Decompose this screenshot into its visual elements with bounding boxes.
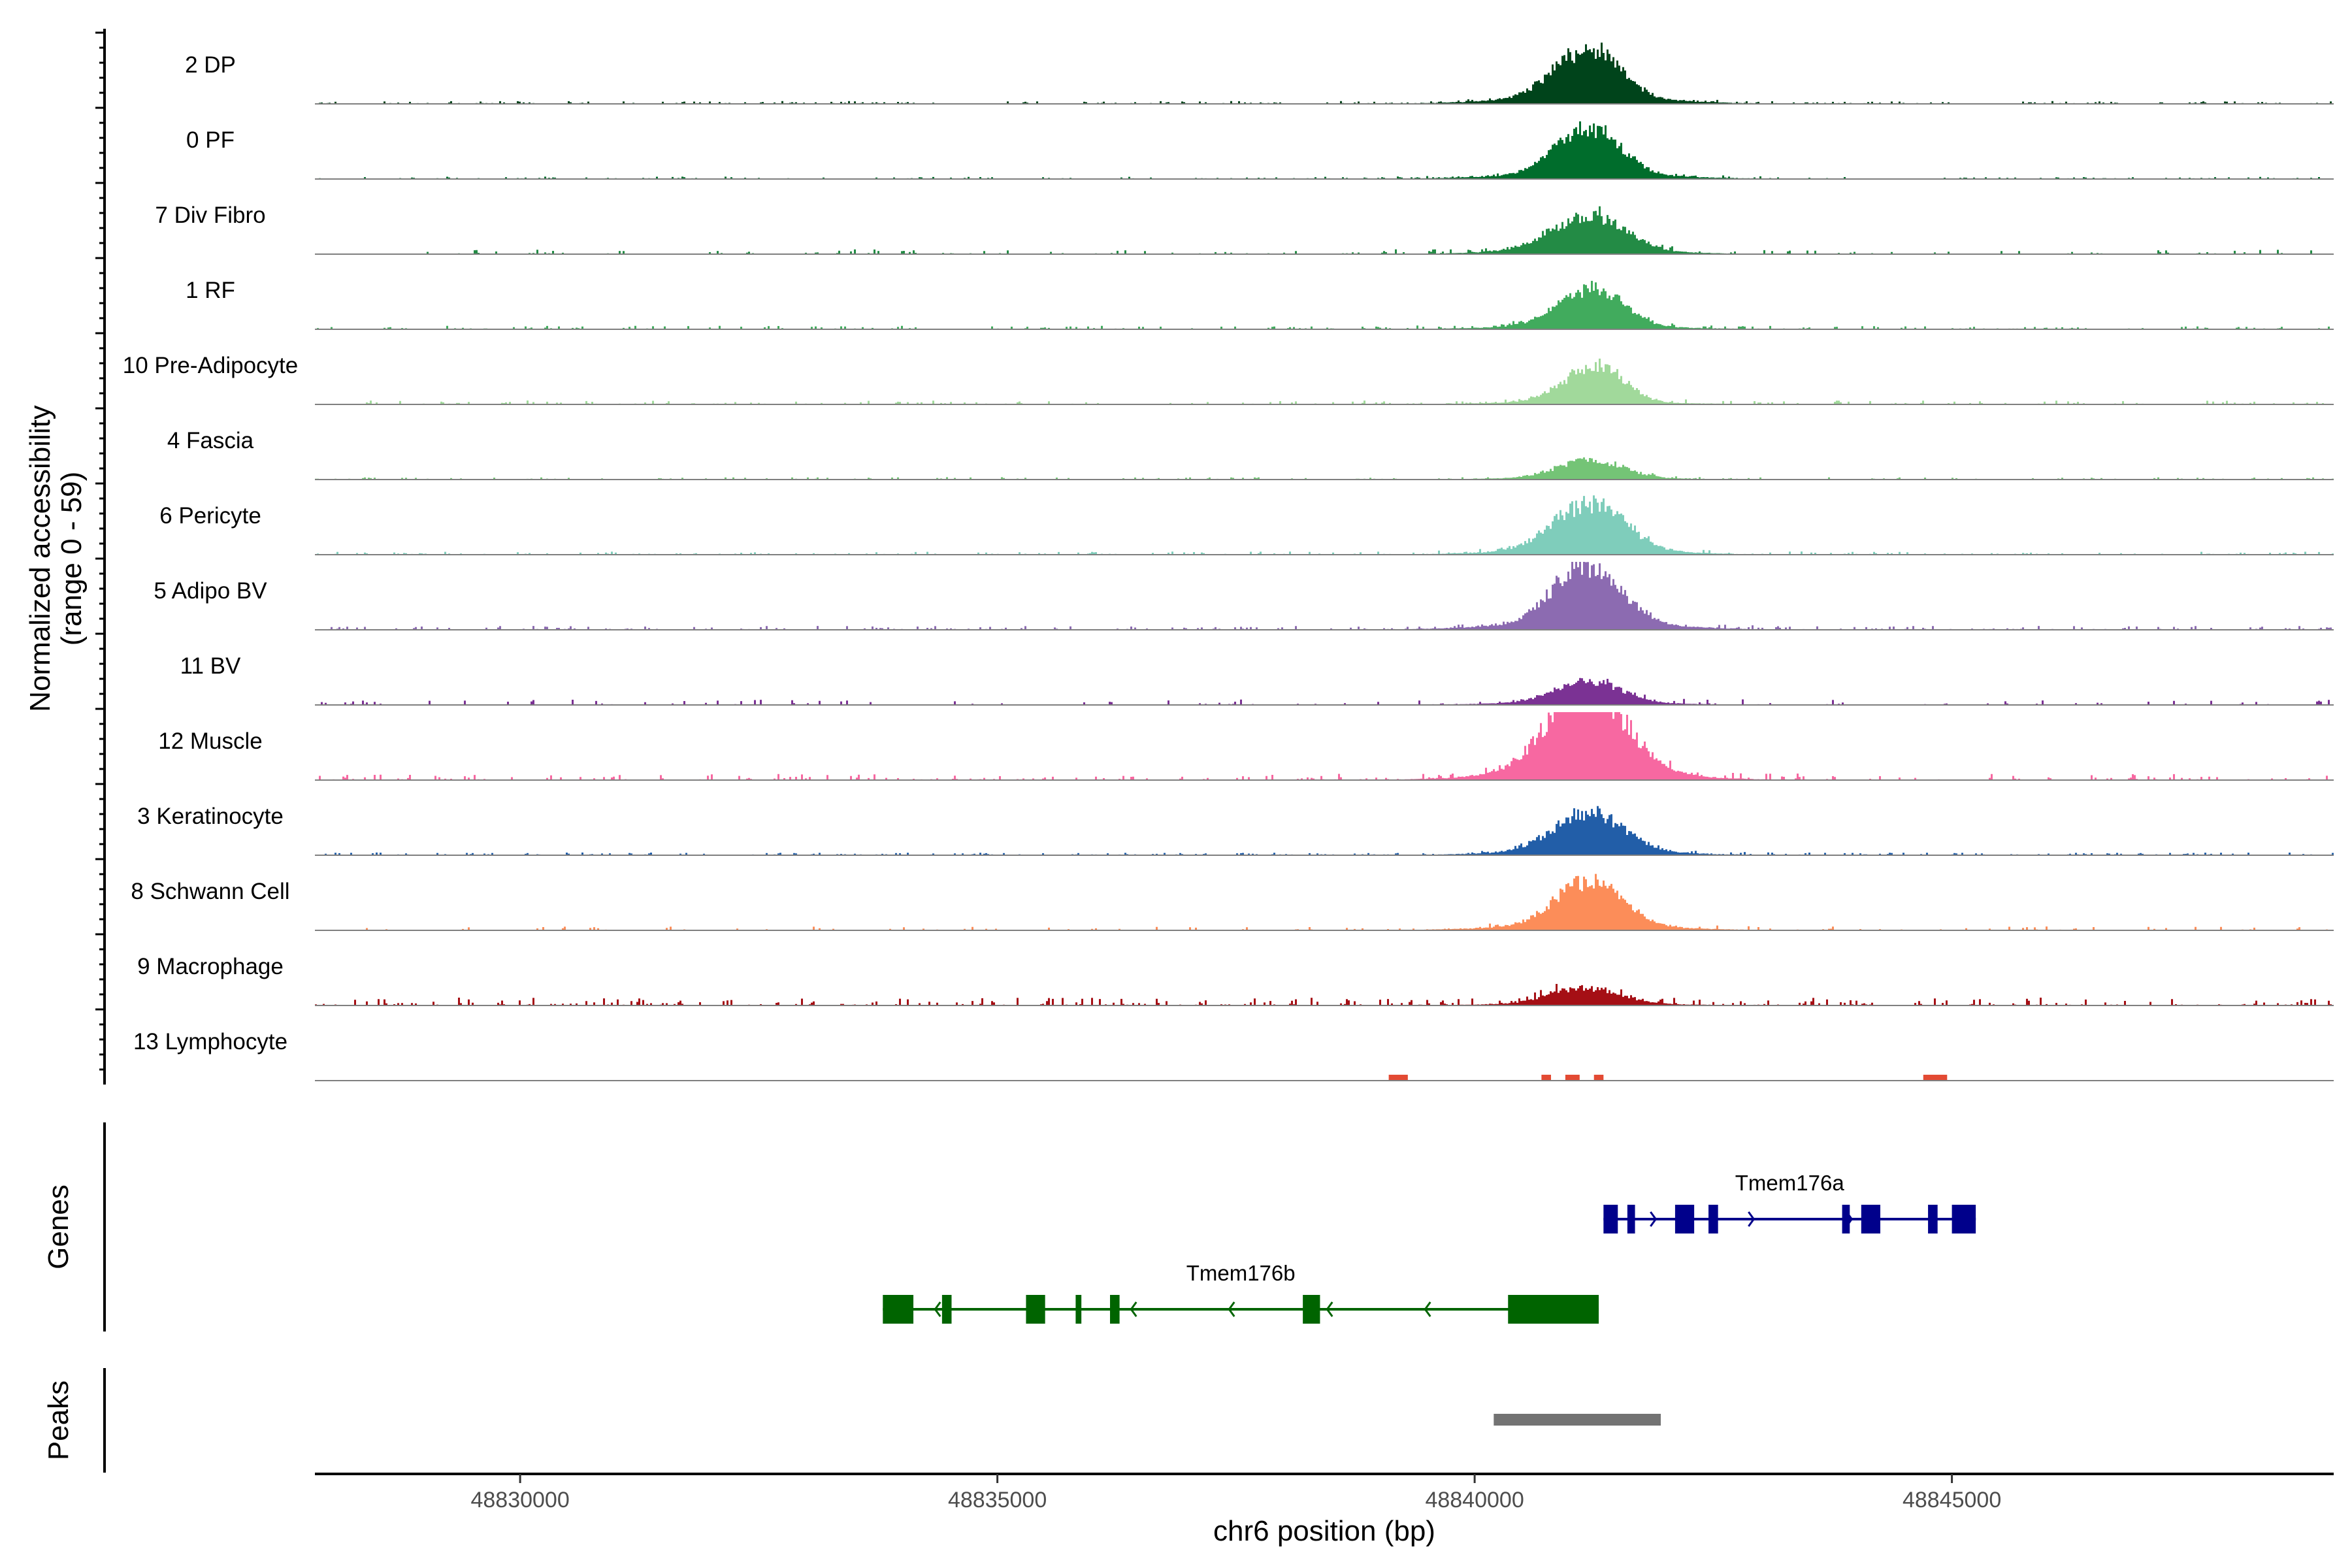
gene-annotations: Tmem176a Tmem176b xyxy=(883,1171,1976,1324)
gene-Tmem176a: Tmem176a xyxy=(1603,1171,1976,1233)
exon xyxy=(1603,1205,1618,1233)
track-3: 7 Div Fibro xyxy=(155,203,2334,255)
coverage-tracks: 2 DP 0 PF 7 Div Fibro 1 RF 10 Pre-Adipocyte 4… xyxy=(123,42,2334,1081)
x-tick-label: 48835000 xyxy=(948,1488,1047,1512)
strand-arrow xyxy=(1130,1301,1137,1317)
track-14: 13 Lymphocyte xyxy=(133,1029,2334,1081)
track-4: 1 RF xyxy=(186,278,2334,330)
exon xyxy=(941,1295,952,1324)
gene-label: Tmem176a xyxy=(1735,1171,1845,1195)
coverage-block xyxy=(1593,1075,1604,1081)
strand-arrow xyxy=(1228,1301,1235,1317)
coverage-y-ticks xyxy=(95,31,105,1071)
genes-label: Genes xyxy=(42,1184,74,1269)
exon xyxy=(1842,1205,1850,1233)
exon xyxy=(1303,1295,1320,1324)
gene-label: Tmem176b xyxy=(1186,1261,1296,1285)
strand-arrow xyxy=(1326,1301,1333,1317)
track-label: 0 PF xyxy=(186,127,235,153)
peaks-label: Peaks xyxy=(42,1380,74,1460)
exon xyxy=(1708,1205,1718,1233)
x-tick-label: 48830000 xyxy=(470,1488,569,1512)
track-8: 5 Adipo BV xyxy=(154,562,2334,630)
track-label: 7 Div Fibro xyxy=(155,203,265,228)
track-7: 6 Pericyte xyxy=(159,495,2334,555)
strand-arrow xyxy=(1748,1211,1756,1227)
coverage-block xyxy=(1923,1075,1948,1081)
track-label: 3 Keratinocyte xyxy=(137,804,284,829)
track-10: 12 Muscle xyxy=(158,712,2334,781)
track-label: 1 RF xyxy=(186,278,235,303)
track-9: 11 BV xyxy=(180,653,2334,706)
exon xyxy=(1861,1205,1881,1233)
track-label: 8 Schwann Cell xyxy=(131,879,289,904)
exon xyxy=(1952,1205,1976,1233)
exon xyxy=(1026,1295,1045,1324)
coverage-block xyxy=(1388,1075,1408,1081)
exon xyxy=(883,1295,914,1324)
track-5: 10 Pre-Adipocyte xyxy=(123,353,2334,405)
track-label: 10 Pre-Adipocyte xyxy=(123,353,298,378)
strand-arrow xyxy=(1650,1211,1658,1227)
track-label: 4 Fascia xyxy=(167,428,254,453)
track-2: 0 PF xyxy=(186,121,2334,180)
track-label: 6 Pericyte xyxy=(159,503,261,529)
strand-arrow xyxy=(1424,1301,1431,1317)
y-axis-label-line1: Normalized accessibility xyxy=(24,405,56,711)
gene-Tmem176b: Tmem176b xyxy=(883,1261,1599,1324)
exon xyxy=(1508,1295,1599,1324)
track-6: 4 Fascia xyxy=(167,428,2334,480)
exon xyxy=(1674,1205,1695,1233)
track-12: 8 Schwann Cell xyxy=(131,874,2334,931)
coverage-block xyxy=(1541,1075,1551,1081)
x-tick-label: 48845000 xyxy=(1903,1488,2001,1512)
track-label: 12 Muscle xyxy=(158,728,263,754)
x-axis-label: chr6 position (bp) xyxy=(1213,1515,1435,1547)
track-11: 3 Keratinocyte xyxy=(137,804,2334,856)
y-axis-label-line2: (range 0 - 59) xyxy=(56,472,88,646)
x-tick-label: 48840000 xyxy=(1425,1488,1524,1512)
x-axis-ticks: 48830000 48835000 48840000 48845000 xyxy=(470,1474,2001,1512)
exon xyxy=(1110,1295,1120,1324)
track-label: 2 DP xyxy=(185,52,236,78)
track-label: 11 BV xyxy=(180,653,241,679)
track-label: 13 Lymphocyte xyxy=(133,1029,287,1054)
peak-regions xyxy=(1494,1414,1661,1426)
track-1: 2 DP xyxy=(185,42,2334,105)
exon xyxy=(1627,1205,1635,1233)
exon xyxy=(1928,1205,1938,1233)
exon xyxy=(1075,1295,1082,1324)
strand-arrow xyxy=(934,1301,941,1317)
peak-region xyxy=(1494,1414,1661,1426)
track-label: 9 Macrophage xyxy=(137,954,284,979)
coverage-block xyxy=(1565,1075,1580,1081)
track-13: 9 Macrophage xyxy=(137,954,2334,1006)
track-label: 5 Adipo BV xyxy=(154,578,267,604)
